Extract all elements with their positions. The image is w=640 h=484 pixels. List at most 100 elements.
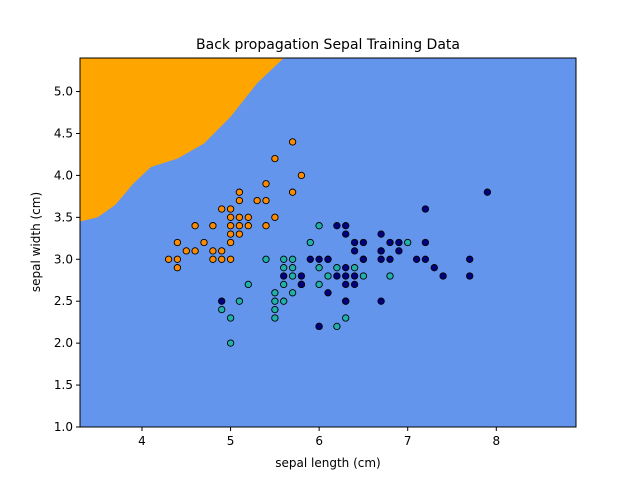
data-point xyxy=(235,188,244,196)
x-tick-label: 8 xyxy=(492,434,500,448)
data-point xyxy=(280,255,288,263)
data-point xyxy=(191,222,199,230)
data-point xyxy=(218,297,226,305)
data-point xyxy=(235,213,244,221)
data-point xyxy=(386,238,394,247)
data-point xyxy=(173,264,182,272)
data-point xyxy=(226,230,235,238)
y-axis-label: sepal width (cm) xyxy=(29,192,43,292)
y-tick-label: 2.5 xyxy=(54,294,73,308)
data-point xyxy=(244,222,252,230)
data-point xyxy=(297,280,306,289)
data-point xyxy=(271,305,279,314)
data-point xyxy=(324,272,332,280)
x-axis-label: sepal length (cm) xyxy=(275,456,380,470)
data-point xyxy=(359,272,368,280)
data-point xyxy=(333,264,341,272)
data-point xyxy=(262,255,270,263)
data-point xyxy=(421,255,430,263)
data-point xyxy=(288,255,297,263)
data-point xyxy=(218,205,226,213)
data-point xyxy=(439,272,447,280)
plot-frame xyxy=(79,57,577,428)
data-point xyxy=(280,297,288,305)
data-point xyxy=(280,264,288,272)
data-point xyxy=(386,272,394,280)
data-point xyxy=(173,255,182,263)
data-point xyxy=(218,305,226,314)
data-point xyxy=(412,255,421,263)
data-point xyxy=(297,272,306,280)
data-point xyxy=(377,230,385,238)
data-point xyxy=(430,264,438,272)
data-point xyxy=(421,205,430,213)
data-point xyxy=(173,238,182,247)
y-tick-label: 4.0 xyxy=(54,168,73,182)
data-point xyxy=(483,188,492,196)
data-point xyxy=(350,247,359,255)
data-point xyxy=(350,272,359,280)
data-point xyxy=(333,272,341,280)
data-point xyxy=(262,196,270,205)
x-tick-label: 6 xyxy=(315,434,323,448)
data-point xyxy=(315,322,323,331)
data-point xyxy=(253,196,261,205)
x-axis: 4 5 6 7 8 xyxy=(138,427,500,448)
data-point xyxy=(324,255,332,263)
data-point xyxy=(342,280,350,289)
data-point xyxy=(342,272,350,280)
data-point xyxy=(421,238,430,247)
data-point xyxy=(315,264,323,272)
data-point xyxy=(386,255,394,263)
data-point xyxy=(262,222,270,230)
data-point xyxy=(226,205,235,213)
data-point xyxy=(262,180,270,188)
data-point xyxy=(342,314,350,322)
data-point xyxy=(218,247,226,255)
data-points xyxy=(164,138,492,347)
data-point xyxy=(226,255,235,263)
data-point xyxy=(288,272,297,280)
data-point xyxy=(395,238,403,247)
data-point xyxy=(280,272,288,280)
y-tick-label: 1.0 xyxy=(54,420,73,434)
chart-title: Back propagation Sepal Training Data xyxy=(196,37,460,53)
x-tick-label: 5 xyxy=(227,434,235,448)
data-point xyxy=(244,213,252,221)
data-point xyxy=(164,255,173,263)
data-point xyxy=(333,322,341,331)
data-point xyxy=(395,247,403,255)
data-point xyxy=(235,196,244,205)
data-point xyxy=(315,255,323,263)
y-tick-label: 2.0 xyxy=(54,336,73,350)
data-point xyxy=(271,314,279,322)
data-point xyxy=(235,222,244,230)
data-point xyxy=(280,280,288,289)
data-point xyxy=(288,264,297,272)
data-point xyxy=(271,289,279,297)
data-point xyxy=(350,280,359,289)
data-point xyxy=(377,255,385,263)
data-point xyxy=(297,171,306,180)
data-point xyxy=(244,280,252,289)
y-tick-label: 1.5 xyxy=(54,378,73,392)
data-point xyxy=(226,222,235,230)
data-point xyxy=(200,238,208,247)
y-tick-label: 4.5 xyxy=(54,126,73,140)
data-point xyxy=(235,230,244,238)
y-tick-label: 3.0 xyxy=(54,252,73,266)
data-point xyxy=(466,272,474,280)
y-tick-label: 3.5 xyxy=(54,210,73,224)
data-point xyxy=(466,255,474,263)
data-point xyxy=(235,297,244,305)
data-point xyxy=(404,238,412,247)
data-point xyxy=(271,297,279,305)
data-point xyxy=(271,154,279,163)
data-point xyxy=(306,238,314,247)
y-tick-label: 5.0 xyxy=(54,85,73,99)
data-point xyxy=(306,255,314,263)
data-point xyxy=(288,289,297,297)
x-tick-label: 7 xyxy=(404,434,412,448)
data-point xyxy=(377,297,385,305)
data-point xyxy=(288,188,297,196)
